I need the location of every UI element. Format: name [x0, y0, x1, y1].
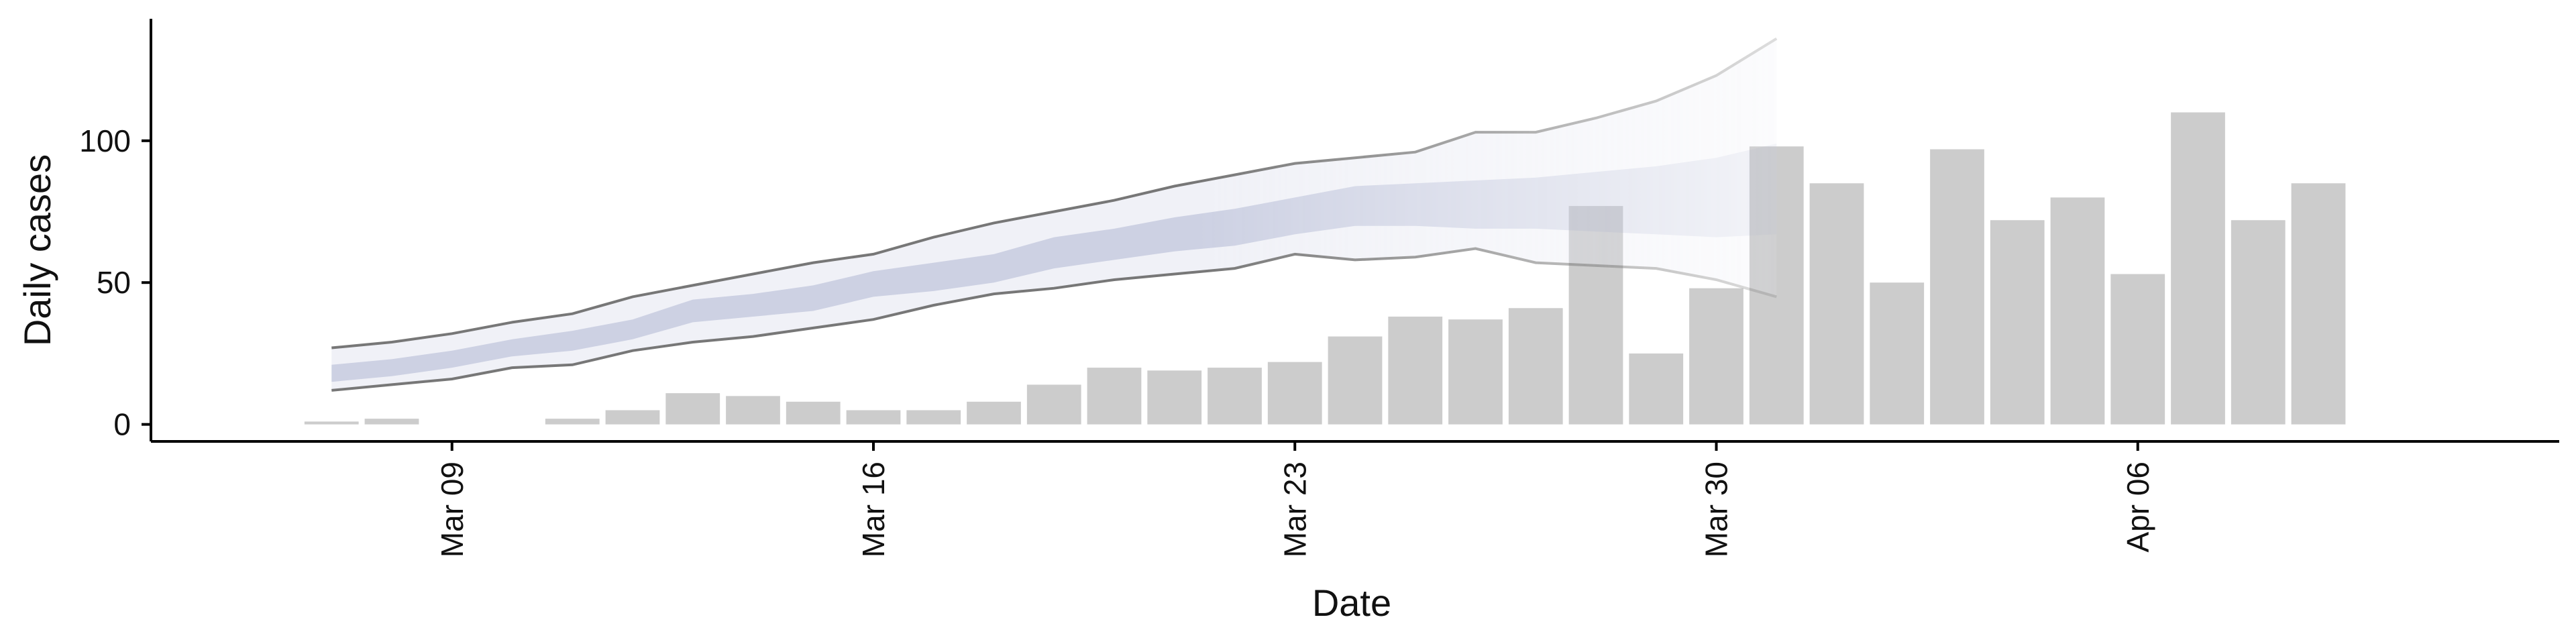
bar-2020-04-04 — [1990, 220, 2045, 425]
bar-2020-04-07 — [2171, 112, 2225, 425]
bar-2020-04-08 — [2231, 220, 2286, 425]
x-tick-label-2020-03-23: Mar 23 — [1277, 462, 1312, 557]
x-axis-ticks: Mar 09 Mar 16 Mar 23 Mar 30 Apr 06 — [435, 441, 2155, 557]
bar-2020-03-14 — [726, 396, 780, 425]
y-axis-title: Daily cases — [16, 154, 58, 346]
y-axis-ticks: 0 50 100 — [79, 123, 151, 442]
bar-2020-03-21 — [1147, 370, 1202, 425]
forecast-lower-line — [331, 247, 1777, 392]
forecast-upper-line — [331, 37, 1778, 350]
bar-2020-03-22 — [1208, 368, 1262, 425]
forecast-inner-band — [331, 144, 1777, 382]
bar-2020-03-15 — [786, 401, 841, 425]
bar-2020-03-08 — [364, 419, 419, 425]
bar-2020-03-27 — [1508, 308, 1563, 425]
x-tick-label-2020-03-30: Mar 30 — [1699, 462, 1734, 557]
bar-2020-03-17 — [906, 410, 961, 425]
bar-2020-03-11 — [545, 419, 600, 425]
bar-2020-03-18 — [967, 401, 1021, 425]
bar-2020-04-06 — [2110, 274, 2165, 425]
bar-2020-04-09 — [2291, 183, 2346, 425]
bar-2020-03-13 — [665, 393, 720, 425]
y-tick-label-50: 50 — [97, 265, 131, 300]
bar-2020-03-29 — [1629, 353, 1684, 425]
bar-2020-03-30 — [1689, 288, 1743, 425]
x-tick-label-2020-04-06: Apr 06 — [2121, 462, 2155, 553]
bar-2020-03-16 — [846, 410, 901, 425]
bar-2020-03-07 — [304, 421, 359, 425]
bar-2020-03-26 — [1448, 319, 1503, 425]
forecast-band-layer — [331, 37, 1778, 392]
bar-2020-04-02 — [1870, 282, 1925, 425]
bar-2020-03-24 — [1328, 336, 1383, 425]
y-tick-label-100: 100 — [79, 123, 131, 158]
bars-layer — [304, 112, 2346, 425]
bar-2020-03-25 — [1388, 316, 1443, 425]
bar-2020-03-23 — [1267, 362, 1322, 425]
x-tick-label-2020-03-09: Mar 09 — [435, 462, 470, 557]
y-tick-label-0: 0 — [113, 407, 131, 442]
bar-2020-03-20 — [1087, 368, 1142, 425]
bar-2020-04-03 — [1930, 149, 1984, 425]
x-axis-title: Date — [1312, 582, 1391, 624]
x-tick-label-2020-03-16: Mar 16 — [856, 462, 891, 557]
bar-2020-03-12 — [605, 410, 660, 425]
bar-2020-04-01 — [1809, 183, 1864, 425]
bar-2020-04-05 — [2050, 197, 2105, 425]
bar-2020-03-19 — [1026, 384, 1081, 425]
